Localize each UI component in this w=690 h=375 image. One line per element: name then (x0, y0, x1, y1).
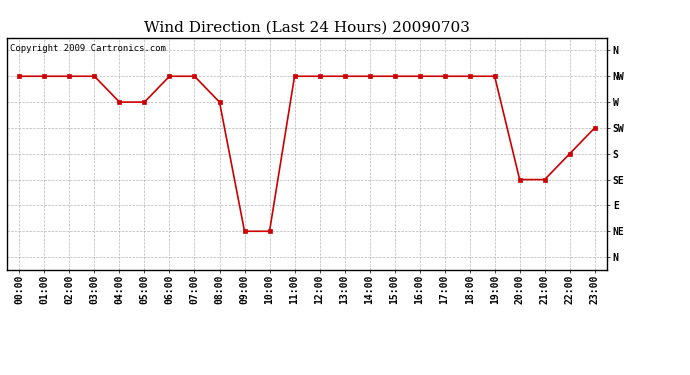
Text: Copyright 2009 Cartronics.com: Copyright 2009 Cartronics.com (10, 45, 166, 54)
Title: Wind Direction (Last 24 Hours) 20090703: Wind Direction (Last 24 Hours) 20090703 (144, 21, 470, 35)
